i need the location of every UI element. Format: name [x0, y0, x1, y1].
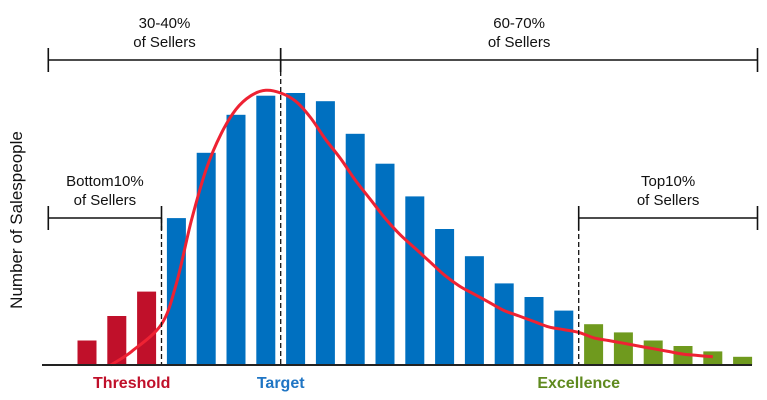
x-marker-label: Target: [257, 375, 305, 392]
range-label: Bottom10%: [66, 173, 144, 190]
range-label: 60-70%: [493, 15, 545, 32]
dividers-group: [160, 55, 580, 365]
range-label: of Sellers: [637, 192, 700, 209]
bar: [494, 283, 514, 365]
bar: [584, 324, 604, 365]
range-label: of Sellers: [133, 34, 196, 51]
bar: [256, 95, 276, 365]
bar: [166, 218, 186, 365]
distribution-curve: [109, 88, 713, 367]
range-label: 30-40%: [139, 15, 191, 32]
x-marker-label: Threshold: [93, 375, 170, 392]
bar: [703, 351, 723, 365]
bar: [137, 291, 157, 365]
bar: [375, 163, 395, 365]
range-label: of Sellers: [488, 34, 551, 51]
bar: [107, 316, 127, 365]
bar: [643, 340, 663, 365]
bars-group: [77, 93, 753, 365]
bar: [524, 297, 544, 365]
bar: [77, 340, 97, 365]
bar: [733, 356, 753, 365]
bar: [613, 332, 633, 365]
bar: [315, 101, 335, 365]
bar: [345, 133, 365, 365]
x-marker-label: Excellence: [537, 375, 620, 392]
bar: [435, 229, 455, 365]
markers-group: Threshold Target Excellence: [93, 375, 620, 392]
bar: [464, 256, 484, 365]
y-axis-label: Number of Salespeople: [7, 131, 26, 309]
ranges-group: 30-40% of Sellers 60-70% of Sellers Bottom10…: [47, 15, 759, 230]
bar: [226, 114, 246, 365]
bar: [196, 152, 216, 365]
range-label: Top10%: [641, 173, 695, 190]
bar: [405, 196, 425, 365]
bar: [554, 310, 574, 365]
bar: [286, 93, 306, 365]
range-label: of Sellers: [74, 192, 137, 209]
